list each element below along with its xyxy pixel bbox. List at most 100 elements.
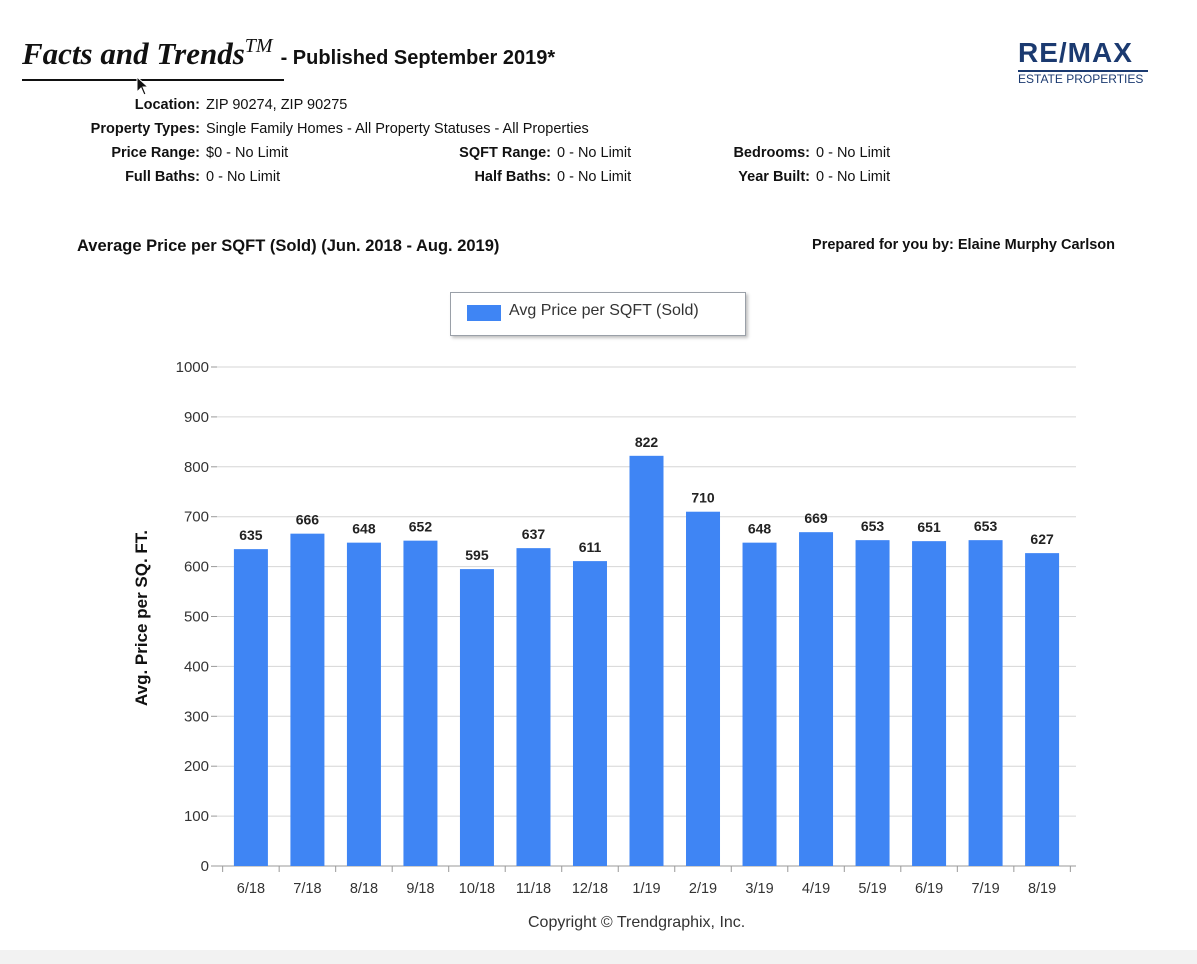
y-tick-label: 200 [184, 758, 209, 775]
legend-swatch [467, 305, 501, 321]
bar-value-label: 635 [239, 527, 263, 543]
title-underline [22, 79, 284, 81]
bar-value-label: 648 [748, 521, 772, 537]
bar-value-label: 637 [522, 526, 546, 542]
x-tick-label: 1/19 [632, 881, 660, 897]
y-tick-label: 100 [184, 808, 209, 825]
y-tick-label: 700 [184, 509, 209, 526]
bar [912, 541, 947, 866]
bedrooms-value: 0 - No Limit [816, 145, 891, 161]
x-tick-label: 8/19 [1028, 881, 1056, 897]
criteria-full-baths: Full Baths: 0 - No Limit [40, 169, 280, 185]
bar-value-label: 653 [861, 518, 885, 534]
y-tick-label: 0 [201, 858, 209, 875]
x-tick-label: 7/19 [971, 881, 999, 897]
page-bottom-strip [0, 950, 1197, 964]
y-tick-label: 300 [184, 708, 209, 725]
logo-subtitle: ESTATE PROPERTIES [1018, 72, 1144, 86]
property-types-label: Property Types: [90, 121, 200, 137]
bar-value-label: 666 [296, 512, 320, 528]
y-axis-title: Avg. Price per SQ. FT. [132, 530, 151, 706]
x-tick-label: 9/18 [406, 881, 434, 897]
criteria-location: Location: ZIP 90274, ZIP 90275 [40, 97, 348, 113]
property-types-value: Single Family Homes - All Property Statu… [206, 121, 589, 137]
criteria-price-range: Price Range: $0 - No Limit [40, 145, 288, 161]
title-text: Facts and Trends [22, 36, 245, 71]
x-tick-label: 12/18 [572, 881, 608, 897]
bedrooms-label: Bedrooms: [733, 145, 810, 161]
logo-divider [1018, 70, 1148, 72]
sqft-range-label: SQFT Range: [459, 145, 551, 161]
y-tick-label: 800 [184, 459, 209, 476]
bar-value-label: 595 [465, 547, 489, 563]
x-tick-label: 6/19 [915, 881, 943, 897]
half-baths-label: Half Baths: [474, 169, 551, 185]
x-tick-label: 5/19 [858, 881, 886, 897]
x-tick-label: 8/18 [350, 881, 378, 897]
remax-logo: RE/MAX ESTATE PROPERTIES [1018, 38, 1148, 86]
y-tick-label: 500 [184, 609, 209, 626]
y-tick-label: 900 [184, 409, 209, 426]
bar [968, 540, 1003, 866]
copyright-notice: Copyright © Trendgraphix, Inc. [528, 914, 746, 931]
bar [686, 511, 721, 866]
bar-value-label: 652 [409, 519, 433, 535]
trademark-mark: TM [244, 35, 273, 57]
bar-value-label: 627 [1030, 531, 1054, 547]
price-range-value: $0 - No Limit [206, 145, 289, 161]
bar [572, 561, 607, 866]
mouse-cursor-icon [136, 75, 150, 101]
x-tick-label: 3/19 [745, 881, 773, 897]
half-baths-value: 0 - No Limit [557, 169, 632, 185]
sqft-range-value: 0 - No Limit [557, 145, 632, 161]
bar [403, 540, 438, 866]
criteria-bedrooms: Bedrooms: 0 - No Limit [690, 145, 890, 161]
legend-label: Avg Price per SQFT (Sold) [509, 302, 699, 319]
bar-value-label: 648 [352, 521, 376, 537]
x-tick-label: 11/18 [516, 881, 551, 897]
bar [1025, 553, 1060, 866]
y-tick-label: 1000 [176, 359, 209, 376]
bar [742, 542, 777, 866]
full-baths-value: 0 - No Limit [206, 169, 281, 185]
bar-value-label: 710 [691, 490, 715, 506]
criteria-half-baths: Half Baths: 0 - No Limit [400, 169, 631, 185]
bar [346, 542, 381, 866]
bar [516, 548, 551, 866]
x-tick-label: 6/18 [237, 881, 265, 897]
bar-value-label: 651 [917, 519, 941, 535]
location-label: Location: [134, 97, 200, 113]
y-tick-label: 400 [184, 658, 209, 675]
bar [799, 532, 834, 866]
criteria-year-built: Year Built: 0 - No Limit [690, 169, 890, 185]
x-tick-label: 7/18 [293, 881, 321, 897]
prepared-for: Prepared for you by: Elaine Murphy Carls… [812, 237, 1115, 253]
bar [290, 533, 325, 866]
year-built-label: Year Built: [738, 169, 810, 185]
published-date: - Published September 2019* [280, 47, 556, 69]
bar-value-label: 822 [635, 434, 659, 450]
bar [459, 569, 494, 866]
criteria-sqft-range: SQFT Range: 0 - No Limit [400, 145, 631, 161]
bar [629, 455, 664, 866]
bar-value-label: 653 [974, 518, 998, 534]
full-baths-label: Full Baths: [125, 169, 200, 185]
chart-legend: Avg Price per SQFT (Sold) [450, 292, 746, 336]
criteria-property-types: Property Types: Single Family Homes - All… [40, 121, 589, 137]
y-tick-label: 600 [184, 559, 209, 576]
label-layer: 0 100 200 300 400 500 600 700 800 900 1000 635 6/18 6… [176, 359, 1057, 897]
x-tick-label: 2/19 [689, 881, 717, 897]
price-range-label: Price Range: [111, 145, 200, 161]
location-value: ZIP 90274, ZIP 90275 [206, 97, 348, 113]
bar-value-label: 611 [579, 539, 602, 555]
bar [233, 549, 268, 866]
bar [855, 540, 890, 866]
chart-subtitle: Average Price per SQFT (Sold) (Jun. 2018… [77, 237, 500, 255]
x-tick-label: 10/18 [459, 881, 495, 897]
report-title: Facts and TrendsTM - Published September … [22, 35, 556, 72]
year-built-value: 0 - No Limit [816, 169, 891, 185]
logo-wordmark: RE/MAX [1018, 37, 1133, 68]
bar-layer [233, 455, 1060, 866]
x-tick-label: 4/19 [802, 881, 830, 897]
